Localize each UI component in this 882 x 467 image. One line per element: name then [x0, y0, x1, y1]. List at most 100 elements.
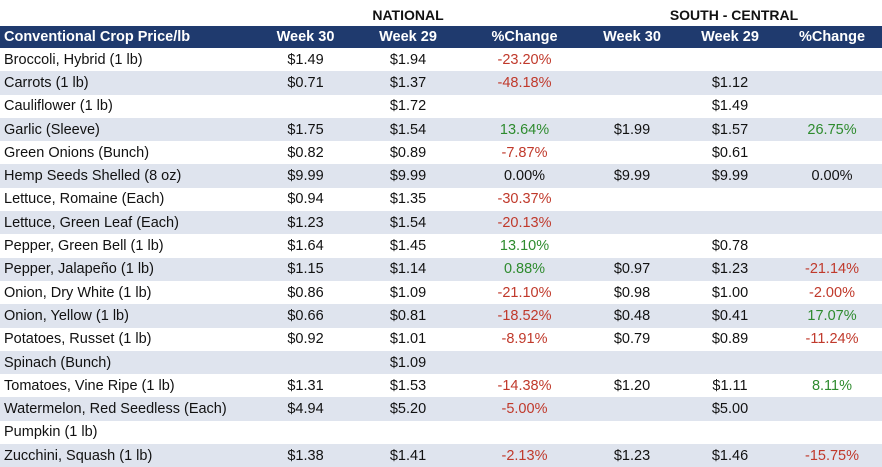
sc-change-cell: 0.00%: [782, 164, 882, 188]
region-group-header: NATIONAL SOUTH - CENTRAL: [0, 0, 882, 26]
sc-week30-cell: [586, 234, 678, 258]
sc-change-cell: 17.07%: [782, 304, 882, 328]
table-header-row: Conventional Crop Price/lb Week 30 Week …: [0, 26, 882, 48]
column-header-sc-week29: Week 29: [678, 26, 782, 48]
sc-week30-cell: [586, 187, 678, 212]
table-row: Carrots (1 lb) $0.71 $1.37 -48.18% $1.12: [0, 71, 882, 95]
national-week30-cell: $1.23: [258, 211, 353, 235]
table-row: Pumpkin (1 lb): [0, 420, 882, 445]
national-week29-cell: $1.54: [353, 211, 463, 235]
sc-week29-cell: $9.99: [678, 164, 782, 188]
crop-name-cell: Hemp Seeds Shelled (8 oz): [0, 164, 258, 188]
national-week30-cell: $4.94: [258, 397, 353, 421]
sc-week29-cell: $1.49: [678, 94, 782, 118]
crop-name-cell: Tomatoes, Vine Ripe (1 lb): [0, 374, 258, 398]
sc-week30-cell: $1.20: [586, 374, 678, 398]
sc-week29-cell: $1.23: [678, 257, 782, 281]
sc-week30-cell: $0.98: [586, 280, 678, 305]
sc-change-cell: -11.24%: [782, 327, 882, 351]
column-header-national-change: %Change: [463, 26, 586, 48]
national-change-cell: -21.10%: [463, 280, 586, 305]
column-header-sc-change: %Change: [782, 26, 882, 48]
crop-name-cell: Broccoli, Hybrid (1 lb): [0, 48, 258, 72]
national-week30-cell: $1.15: [258, 257, 353, 281]
crop-name-cell: Zucchini, Squash (1 lb): [0, 444, 258, 467]
sc-change-cell: [782, 187, 882, 212]
national-change-cell: -30.37%: [463, 187, 586, 212]
national-week30-cell: $0.82: [258, 141, 353, 165]
national-week30-cell: $1.64: [258, 234, 353, 258]
national-week29-cell: $0.89: [353, 141, 463, 165]
sc-change-cell: 26.75%: [782, 117, 882, 142]
sc-week30-cell: [586, 94, 678, 118]
national-week30-cell: $1.38: [258, 444, 353, 467]
national-week29-cell: $1.01: [353, 327, 463, 351]
sc-week29-cell: [678, 350, 782, 375]
sc-week29-cell: [678, 187, 782, 212]
crop-name-cell: Green Onions (Bunch): [0, 141, 258, 165]
national-change-cell: 0.00%: [463, 164, 586, 188]
national-week30-cell: $1.75: [258, 117, 353, 142]
sc-change-cell: [782, 350, 882, 375]
national-change-cell: [463, 94, 586, 118]
national-change-cell: 13.64%: [463, 117, 586, 142]
table-row: Onion, Yellow (1 lb) $0.66 $0.81 -18.52% $0.…: [0, 304, 882, 328]
sc-week30-cell: $0.79: [586, 327, 678, 351]
sc-week29-cell: $0.61: [678, 141, 782, 165]
table-row: Lettuce, Green Leaf (Each) $1.23 $1.54 -20.…: [0, 211, 882, 235]
table-row: Tomatoes, Vine Ripe (1 lb) $1.31 $1.53 -14.…: [0, 374, 882, 398]
sc-change-cell: [782, 141, 882, 165]
national-week30-cell: $9.99: [258, 164, 353, 188]
table-row: Garlic (Sleeve) $1.75 $1.54 13.64% $1.99 $1.5…: [0, 117, 882, 142]
crop-name-cell: Cauliflower (1 lb): [0, 94, 258, 118]
column-header-national-week30: Week 30: [258, 26, 353, 48]
national-week30-cell: $0.71: [258, 71, 353, 95]
sc-change-cell: [782, 94, 882, 118]
crop-name-cell: Carrots (1 lb): [0, 71, 258, 95]
national-week30-cell: $1.31: [258, 374, 353, 398]
national-week29-cell: $1.72: [353, 94, 463, 118]
national-week30-cell: $0.92: [258, 327, 353, 351]
crop-name-cell: Onion, Yellow (1 lb): [0, 304, 258, 328]
sc-week30-cell: [586, 397, 678, 421]
crop-name-cell: Spinach (Bunch): [0, 350, 258, 375]
national-change-cell: -2.13%: [463, 444, 586, 467]
national-change-cell: -23.20%: [463, 48, 586, 72]
table-row: Hemp Seeds Shelled (8 oz) $9.99 $9.99 0.00%…: [0, 164, 882, 188]
national-change-cell: -7.87%: [463, 141, 586, 165]
sc-change-cell: 8.11%: [782, 374, 882, 398]
crop-name-cell: Pepper, Green Bell (1 lb): [0, 234, 258, 258]
sc-week29-cell: [678, 48, 782, 72]
national-change-cell: -5.00%: [463, 397, 586, 421]
national-change-cell: 13.10%: [463, 234, 586, 258]
national-change-cell: -14.38%: [463, 374, 586, 398]
sc-week30-cell: [586, 48, 678, 72]
column-header-national-week29: Week 29: [353, 26, 463, 48]
sc-week29-cell: $1.46: [678, 444, 782, 467]
table-row: Onion, Dry White (1 lb) $0.86 $1.09 -21.10%…: [0, 280, 882, 305]
crop-name-cell: Lettuce, Romaine (Each): [0, 187, 258, 212]
table-row: Cauliflower (1 lb) $1.72 $1.49: [0, 94, 882, 118]
national-week30-cell: $0.86: [258, 280, 353, 305]
sc-week30-cell: [586, 141, 678, 165]
sc-week30-cell: [586, 350, 678, 375]
sc-week30-cell: $1.99: [586, 117, 678, 142]
table-row: Pepper, Jalapeño (1 lb) $1.15 $1.14 0.88% $0…: [0, 257, 882, 281]
national-change-cell: 0.88%: [463, 257, 586, 281]
crop-price-table: Conventional Crop Price/lb Week 30 Week …: [0, 26, 882, 467]
national-week29-cell: $1.09: [353, 350, 463, 375]
national-week29-cell: $1.45: [353, 234, 463, 258]
national-group-label: NATIONAL: [372, 7, 444, 23]
national-week29-cell: [353, 420, 463, 445]
sc-week30-cell: $0.97: [586, 257, 678, 281]
national-week29-cell: $1.09: [353, 280, 463, 305]
national-week29-cell: $1.94: [353, 48, 463, 72]
sc-change-cell: -15.75%: [782, 444, 882, 467]
national-week30-cell: $0.94: [258, 187, 353, 212]
sc-week29-cell: $0.89: [678, 327, 782, 351]
national-change-cell: [463, 350, 586, 375]
national-week29-cell: $1.35: [353, 187, 463, 212]
national-week29-cell: $1.14: [353, 257, 463, 281]
sc-week29-cell: $0.78: [678, 234, 782, 258]
